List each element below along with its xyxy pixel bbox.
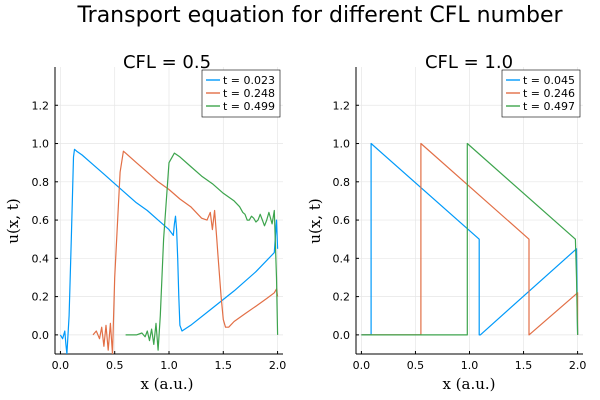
y-tick-label: 1.0 [333, 138, 351, 151]
x-tick-label: 0.5 [407, 359, 425, 372]
panel-cfl-0-5: CFL = 0.5 x (a.u.) u(x, t) 0.0 0.5 1.0 1.5 2… [4, 52, 286, 393]
panel-title: CFL = 0.5 [123, 52, 211, 73]
legend-label: t = 0.497 [523, 100, 575, 113]
x-tick-label: 1.0 [461, 359, 479, 372]
legend-label: t = 0.045 [523, 74, 575, 87]
y-tick-label: 0.6 [32, 214, 50, 227]
x-tick-label: 2.0 [569, 359, 587, 372]
series-line-3 [361, 142, 579, 336]
panel-title: CFL = 1.0 [425, 52, 513, 73]
x-tick-label: 0.0 [52, 359, 70, 372]
y-tick-label: 1.2 [32, 99, 50, 112]
x-tick-label: 1.5 [215, 359, 233, 372]
x-axis-label: x (a.u.) [140, 375, 193, 393]
y-tick-label: 0.2 [333, 291, 351, 304]
y-tick-label: 0.4 [32, 252, 50, 265]
y-tick-label: 1.0 [32, 138, 50, 151]
legend-label: t = 0.023 [223, 74, 275, 87]
x-tick-label: 1.0 [160, 359, 178, 372]
panel-cfl-1-0: CFL = 1.0 x (a.u.) u(x, t) 0.0 0.5 1.0 1.5 2… [306, 52, 586, 393]
x-tick-label: 0.0 [353, 359, 371, 372]
y-tick-label: 1.2 [333, 99, 351, 112]
x-axis-label: x (a.u.) [442, 375, 495, 393]
series-line-1 [59, 148, 279, 354]
y-tick-label: 0.6 [333, 214, 351, 227]
figure-title: Transport equation for different CFL num… [76, 3, 563, 28]
legend-label: t = 0.248 [223, 87, 275, 100]
y-axis-label: u(x, t) [4, 198, 22, 243]
legend-label: t = 0.246 [523, 87, 575, 100]
y-tick-label: 0.8 [333, 176, 351, 189]
y-axis-label: u(x, t) [306, 198, 324, 243]
x-tick-label: 0.5 [106, 359, 124, 372]
y-tick-label: 0.0 [333, 329, 351, 342]
y-tick-label: 0.8 [32, 176, 50, 189]
y-tick-label: 0.0 [32, 329, 50, 342]
legend-label: t = 0.499 [223, 100, 275, 113]
series-line-2 [92, 150, 279, 354]
x-tick-label: 1.5 [515, 359, 533, 372]
x-tick-label: 2.0 [269, 359, 287, 372]
y-tick-label: 0.2 [32, 291, 50, 304]
series-line-3 [125, 152, 279, 351]
series-line-1 [361, 142, 579, 336]
y-tick-label: 0.4 [333, 252, 351, 265]
